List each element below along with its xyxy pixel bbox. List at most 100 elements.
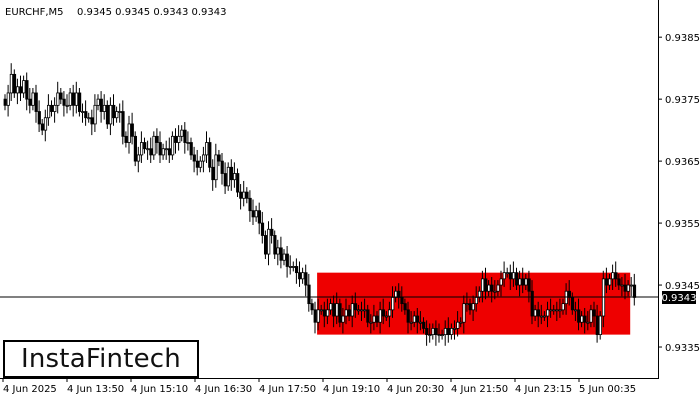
price-tick-label: 0.9375 — [665, 95, 700, 106]
candle — [530, 280, 534, 325]
candle — [174, 128, 178, 154]
candle — [15, 78, 20, 105]
candle — [543, 311, 547, 321]
candle — [37, 100, 41, 132]
candle — [229, 159, 234, 191]
candle — [462, 295, 466, 334]
candle — [446, 317, 451, 343]
candle — [623, 273, 627, 300]
candle — [6, 84, 10, 117]
candle — [310, 298, 314, 315]
candle — [208, 137, 212, 173]
candle — [459, 317, 463, 328]
ohlc-values: 0.9345 0.9345 0.9343 0.9343 — [77, 7, 227, 18]
candle — [40, 118, 45, 136]
candle — [378, 301, 382, 334]
candle — [263, 230, 268, 260]
candle — [329, 298, 333, 315]
candle — [242, 180, 246, 207]
candle — [239, 184, 243, 210]
candle — [127, 115, 131, 154]
candle — [84, 100, 88, 126]
candle — [186, 131, 190, 151]
candle — [508, 264, 513, 291]
candle — [583, 307, 587, 334]
candle — [409, 311, 413, 331]
candle — [105, 100, 110, 129]
candle — [291, 261, 296, 272]
candle — [25, 72, 29, 111]
candle — [592, 301, 596, 328]
candle — [316, 298, 320, 331]
candle — [515, 267, 519, 291]
candle — [319, 304, 324, 315]
candle — [109, 97, 113, 136]
candle — [155, 128, 159, 154]
candle — [598, 311, 603, 340]
time-tick-label: 4 Jun 15:10 — [131, 384, 188, 395]
candle — [307, 273, 311, 312]
candle — [223, 162, 227, 194]
candle — [112, 94, 116, 126]
candle — [533, 304, 537, 321]
candle — [50, 100, 54, 117]
candle — [298, 261, 302, 287]
candle — [71, 84, 75, 117]
candle — [363, 298, 367, 318]
candle — [267, 221, 271, 266]
candle — [344, 298, 348, 325]
candle — [211, 159, 215, 191]
candle — [605, 267, 609, 294]
time-tick-label: 4 Jun 23:15 — [515, 384, 572, 395]
candle — [149, 137, 153, 163]
candle — [62, 91, 66, 117]
candle — [626, 280, 630, 297]
candle — [31, 87, 35, 111]
candle — [177, 125, 181, 151]
candle — [53, 97, 57, 123]
candle — [369, 314, 373, 334]
candle — [19, 75, 23, 102]
candles-layer — [3, 63, 637, 346]
candle — [74, 81, 79, 114]
time-axis-ticks: 4 Jun 2025 4 Jun 13:50 4 Jun 15:10 4 Jun 16… — [2, 378, 636, 395]
candle — [350, 295, 355, 328]
candle — [9, 63, 13, 102]
candle — [294, 258, 299, 284]
candle — [12, 69, 17, 98]
candle — [431, 323, 435, 340]
current-price-label: 0.9343 — [662, 293, 697, 304]
time-tick-label: 5 Jun 00:35 — [579, 384, 636, 395]
candle — [115, 106, 119, 123]
brand-logo: InstaFintech — [3, 340, 199, 378]
candle — [99, 91, 103, 123]
candle — [288, 255, 293, 275]
candle — [468, 298, 472, 315]
candle — [440, 329, 444, 340]
candle — [524, 273, 528, 291]
candle — [130, 112, 134, 145]
candle — [558, 298, 562, 318]
price-tick-label: 0.9355 — [665, 219, 700, 230]
candle — [580, 311, 584, 328]
candle — [384, 311, 389, 321]
candle — [449, 323, 454, 340]
candle — [254, 205, 258, 222]
candle — [65, 94, 69, 114]
candle — [270, 218, 274, 244]
candle — [304, 264, 308, 297]
time-tick-label: 4 Jun 13:50 — [67, 384, 124, 395]
candle — [232, 162, 237, 188]
candle — [195, 149, 199, 176]
candle — [502, 261, 506, 287]
candle — [47, 94, 51, 126]
candle — [276, 239, 280, 266]
candle — [236, 168, 240, 198]
candle — [589, 304, 593, 328]
candle — [118, 103, 122, 123]
time-tick-label: 4 Jun 19:10 — [323, 384, 380, 395]
candle — [189, 137, 193, 160]
candle — [484, 267, 488, 300]
candle — [301, 267, 305, 284]
